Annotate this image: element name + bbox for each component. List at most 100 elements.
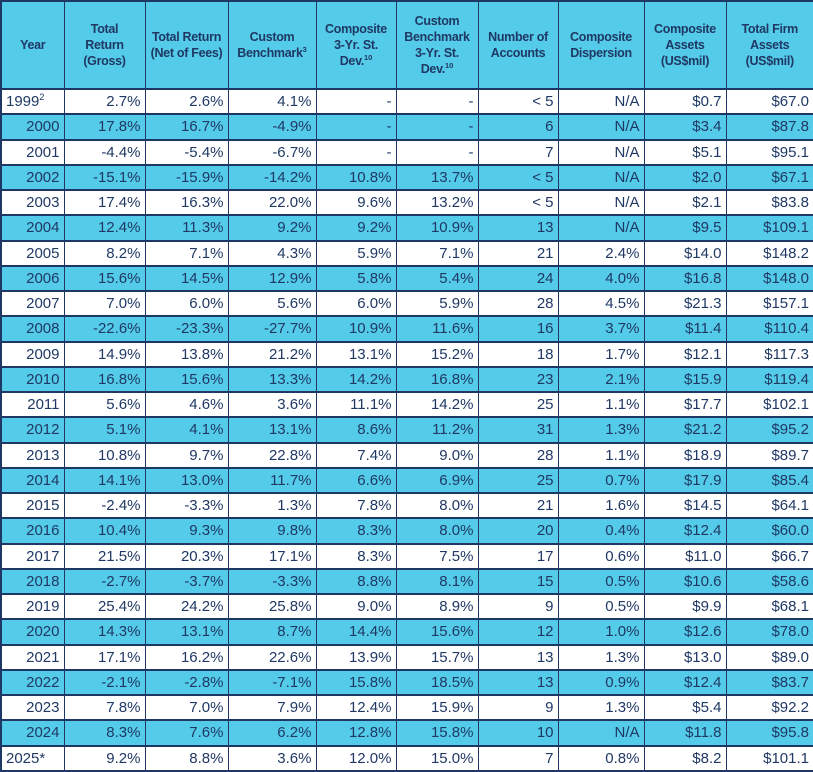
number-of-accounts-cell: 13 <box>477 643 559 671</box>
custom-benchmark-3yr-std-dev-cell: 14.2% <box>395 390 479 419</box>
custom-benchmark-3yr-std-dev-cell: 7.5% <box>395 542 479 570</box>
total-return-net-cell: 7.6% <box>144 719 229 747</box>
column-header-line: Assets <box>750 38 790 52</box>
total-return-net-cell: 16.7% <box>144 113 229 141</box>
composite-3yr-std-dev-cell: 9.6% <box>315 188 397 217</box>
total-return-gross-cell: 12.4% <box>63 214 146 242</box>
year-cell: 2013 <box>0 441 65 469</box>
number-of-accounts-cell: 16 <box>477 315 559 343</box>
custom-benchmark-3yr-std-dev-cell: - <box>395 113 479 141</box>
custom-benchmark-3yr-std-dev-cell: - <box>395 87 479 116</box>
column-header-line: Dispersion <box>570 46 632 60</box>
year-cell: 2014 <box>0 466 65 495</box>
table-row-2008: 2008 -22.6% -23.3% -27.7% 10.9% 11.6% 16 3.7% $1… <box>0 315 813 343</box>
number-of-accounts-cell: 9 <box>477 693 559 722</box>
total-firm-assets-cell: $89.0 <box>725 643 813 671</box>
composite-assets-cell: $12.4 <box>643 668 727 697</box>
composite-dispersion-cell: 0.5% <box>557 567 645 596</box>
composite-assets-cell: $12.4 <box>643 517 727 545</box>
custom-benchmark-cell: 17.1% <box>227 542 317 570</box>
composite-dispersion-cell: 1.3% <box>557 416 645 444</box>
total-firm-assets-cell: $119.4 <box>725 365 813 394</box>
custom-benchmark-3yr-std-dev-cell: 8.0% <box>395 517 479 545</box>
custom-benchmark-cell: 25.8% <box>227 592 317 621</box>
composite-dispersion-cell: N/A <box>557 113 645 141</box>
table-body: 19992 2.7% 2.6% 4.1% - - < 5 N/A $0.7 $67.0 2000 17… <box>0 87 813 772</box>
composite-3yr-std-dev-cell: 7.4% <box>315 441 397 469</box>
column-header-composite-assets: Composite Assets (US$mil) <box>643 0 727 90</box>
column-header-line: Dev.10 <box>339 52 373 68</box>
total-return-gross-cell: 14.3% <box>63 618 146 646</box>
total-firm-assets-cell: $148.2 <box>725 239 813 267</box>
composite-3yr-std-dev-cell: - <box>315 113 397 141</box>
table-row-2020: 2020 14.3% 13.1% 8.7% 14.4% 15.6% 12 1.0% $12.6 $… <box>0 618 813 646</box>
total-return-gross-cell: 15.6% <box>63 264 146 293</box>
composite-3yr-std-dev-cell: 14.2% <box>315 365 397 394</box>
composite-assets-cell: $12.1 <box>643 340 727 368</box>
column-header-line: 3-Yr. St. <box>334 38 378 52</box>
number-of-accounts-cell: 6 <box>477 113 559 141</box>
total-return-gross-cell: -4.4% <box>63 138 146 166</box>
number-of-accounts-cell: 28 <box>477 441 559 469</box>
custom-benchmark-3yr-std-dev-cell: - <box>395 138 479 166</box>
total-return-net-cell: -5.4% <box>144 138 229 166</box>
custom-benchmark-3yr-std-dev-cell: 15.7% <box>395 643 479 671</box>
composite-assets-cell: $9.5 <box>643 214 727 242</box>
custom-benchmark-3yr-std-dev-cell: 15.8% <box>395 719 479 747</box>
total-return-gross-cell: 7.8% <box>63 693 146 722</box>
year-cell: 2004 <box>0 214 65 242</box>
total-return-net-cell: 4.6% <box>144 390 229 419</box>
column-header-line: Custom <box>414 14 460 28</box>
number-of-accounts-cell: 10 <box>477 719 559 747</box>
composite-3yr-std-dev-cell: 6.6% <box>315 466 397 495</box>
total-return-gross-cell: 21.5% <box>63 542 146 570</box>
total-return-gross-cell: 14.1% <box>63 466 146 495</box>
year-cell: 2003 <box>0 188 65 217</box>
total-return-gross-cell: 5.1% <box>63 416 146 444</box>
number-of-accounts-cell: 23 <box>477 365 559 394</box>
number-of-accounts-cell: 7 <box>477 138 559 166</box>
total-return-net-cell: -2.8% <box>144 668 229 697</box>
column-header-line: Total Firm <box>741 22 799 36</box>
total-firm-assets-cell: $95.2 <box>725 416 813 444</box>
superscript-footnote: 10 <box>363 52 373 62</box>
custom-benchmark-cell: -3.3% <box>227 567 317 596</box>
total-firm-assets-cell: $92.2 <box>725 693 813 722</box>
total-return-net-cell: 15.6% <box>144 365 229 394</box>
table-row-2022: 2022 -2.1% -2.8% -7.1% 15.8% 18.5% 13 0.9% $12.4… <box>0 668 813 697</box>
number-of-accounts-cell: 24 <box>477 264 559 293</box>
composite-assets-cell: $21.3 <box>643 289 727 318</box>
total-return-net-cell: 13.0% <box>144 466 229 495</box>
column-header-number-of-accounts: Number of Accounts <box>477 0 559 90</box>
composite-assets-cell: $18.9 <box>643 441 727 469</box>
column-header-total-firm-assets: Total Firm Assets (US$mil) <box>725 0 813 90</box>
column-header-line: Accounts <box>490 46 546 60</box>
composite-3yr-std-dev-cell: 6.0% <box>315 289 397 318</box>
composite-3yr-std-dev-cell: 5.8% <box>315 264 397 293</box>
custom-benchmark-3yr-std-dev-cell: 11.2% <box>395 416 479 444</box>
composite-dispersion-cell: 1.1% <box>557 390 645 419</box>
composite-assets-cell: $10.6 <box>643 567 727 596</box>
custom-benchmark-cell: 22.8% <box>227 441 317 469</box>
total-return-gross-cell: 17.1% <box>63 643 146 671</box>
total-return-gross-cell: 16.8% <box>63 365 146 394</box>
custom-benchmark-cell: 9.8% <box>227 517 317 545</box>
total-return-gross-cell: 2.7% <box>63 87 146 116</box>
custom-benchmark-cell: 6.2% <box>227 719 317 747</box>
year-cell: 2018 <box>0 567 65 596</box>
custom-benchmark-cell: 3.6% <box>227 390 317 419</box>
total-return-net-cell: 8.8% <box>144 744 229 772</box>
column-header-line: Composite <box>325 22 387 36</box>
custom-benchmark-cell: -7.1% <box>227 668 317 697</box>
custom-benchmark-cell: 8.7% <box>227 618 317 646</box>
year-cell: 2009 <box>0 340 65 368</box>
total-return-net-cell: 14.5% <box>144 264 229 293</box>
composite-assets-cell: $0.7 <box>643 87 727 116</box>
total-return-gross-cell: -22.6% <box>63 315 146 343</box>
total-return-net-cell: 13.8% <box>144 340 229 368</box>
total-return-gross-cell: 9.2% <box>63 744 146 772</box>
column-header-line: (Gross) <box>83 54 126 68</box>
composite-assets-cell: $21.2 <box>643 416 727 444</box>
custom-benchmark-3yr-std-dev-cell: 6.9% <box>395 466 479 495</box>
custom-benchmark-cell: 13.3% <box>227 365 317 394</box>
